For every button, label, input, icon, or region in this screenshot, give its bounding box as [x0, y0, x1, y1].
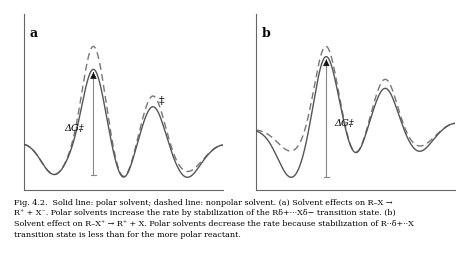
Text: ‡: ‡ [159, 97, 164, 107]
Text: a: a [30, 27, 38, 40]
Text: ΔG‡: ΔG‡ [334, 119, 354, 128]
Text: Fig. 4.2.  Solid line: polar solvent; dashed line: nonpolar solvent. (a) Solvent: Fig. 4.2. Solid line: polar solvent; das… [14, 199, 414, 239]
Text: ΔG‡: ΔG‡ [64, 124, 83, 133]
Text: b: b [262, 27, 271, 40]
